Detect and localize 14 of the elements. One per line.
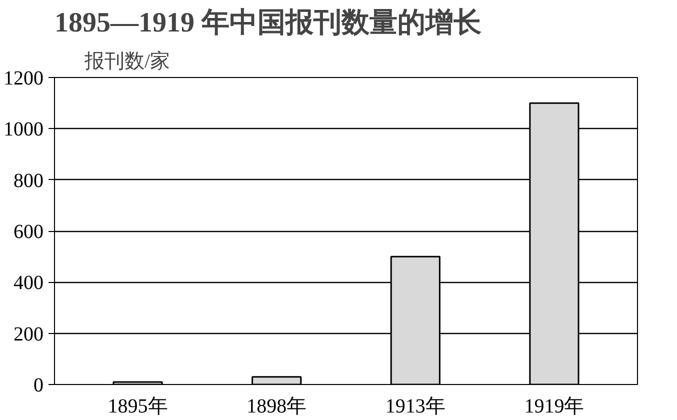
y-tick-label: 1200 [4, 68, 44, 90]
x-tick-label: 1919年 [524, 396, 584, 418]
x-tick-label: 1895年 [108, 396, 168, 418]
y-tick-label: 0 [34, 374, 44, 396]
y-tick-label: 1000 [4, 118, 44, 141]
y-tick-label: 200 [14, 323, 44, 346]
bar [252, 376, 302, 384]
y-tick-label: 400 [14, 272, 44, 294]
x-tick-label: 1898年 [246, 396, 307, 418]
y-tick-label: 600 [14, 221, 44, 243]
y-tick-label: 800 [14, 170, 44, 192]
y-axis-title: 报刊数/家 [84, 50, 170, 72]
chart-title: 1895—1919 年中国报刊数量的增长 [54, 8, 482, 38]
x-tick-label: 1913年 [385, 396, 446, 418]
